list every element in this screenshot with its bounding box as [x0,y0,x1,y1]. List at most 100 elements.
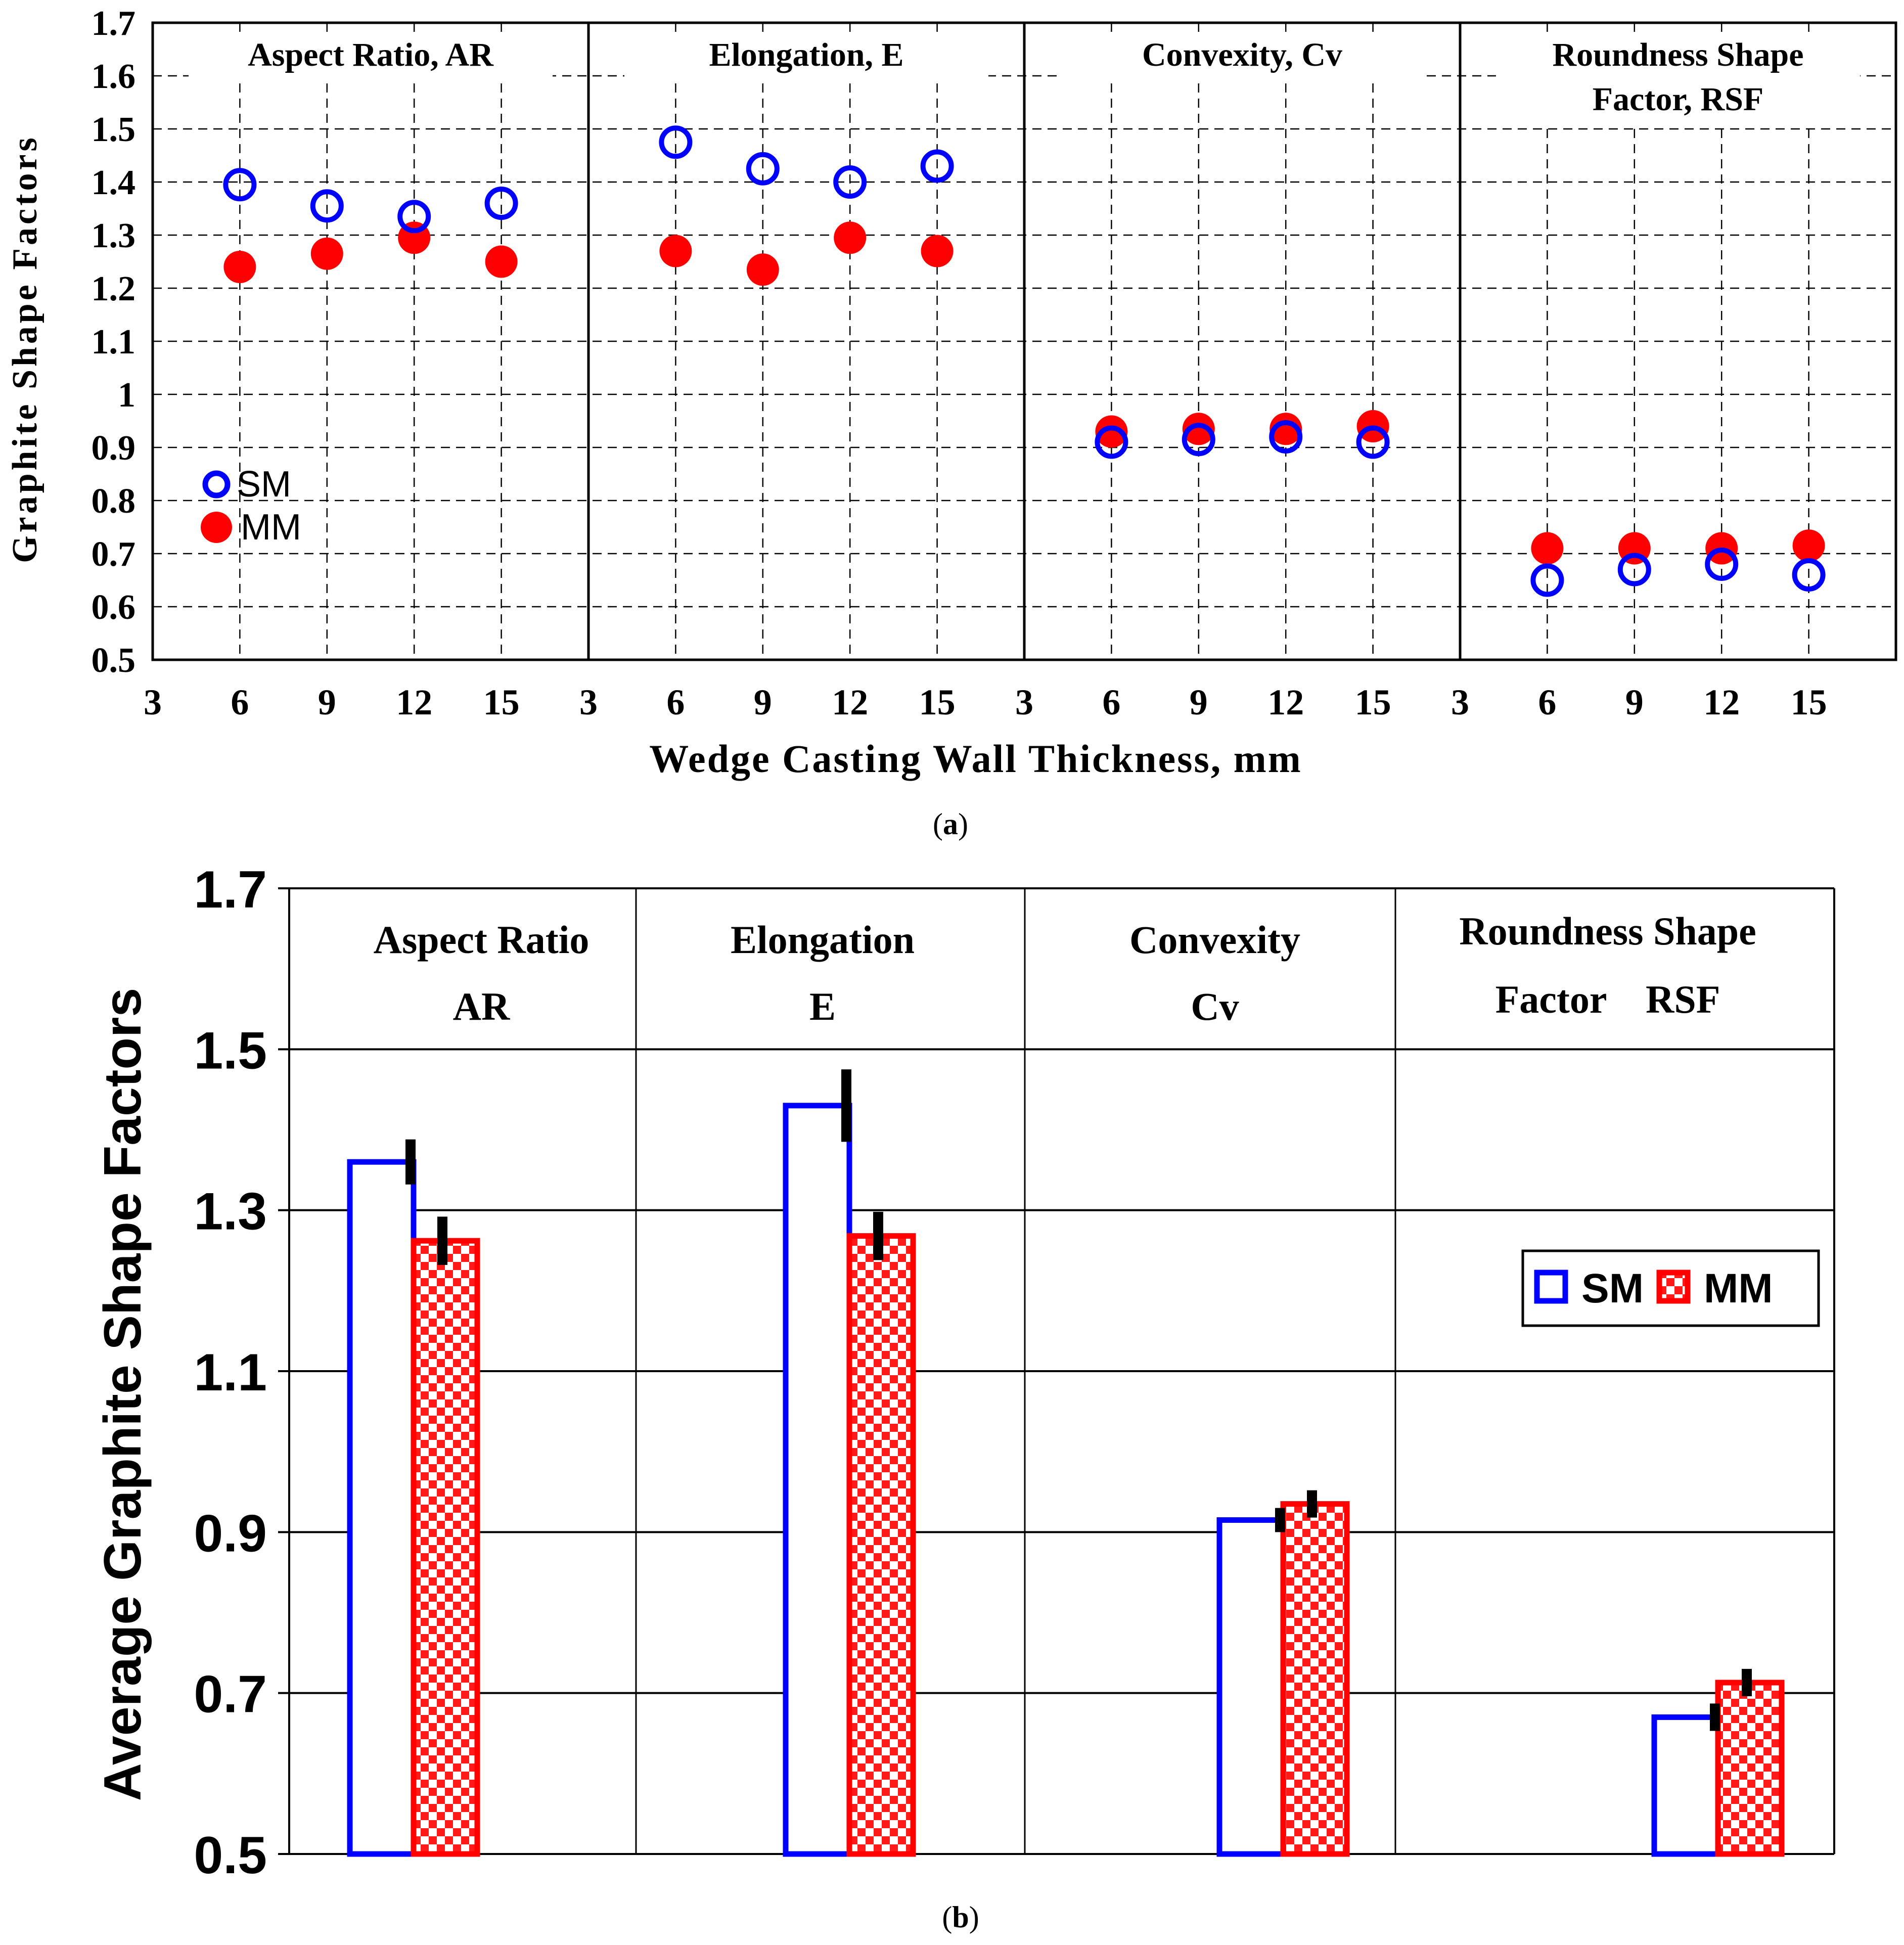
x-tick-label: 3 [1015,682,1033,722]
x-tick-label: 3 [579,682,598,722]
category-label-line-2: Factor RSF [1495,977,1720,1021]
panel-b-y-axis-label: Average Graphite Shape Factors [94,988,152,1801]
x-tick-label: 9 [754,682,772,722]
sm-data-point [1530,563,1564,597]
legend-sm-swatch [1534,1270,1568,1304]
sm-bar [347,1159,417,1857]
facet-title: Elongation, E [709,36,903,73]
sm-bar [1651,1714,1721,1857]
x-tick-label: 3 [1451,682,1469,722]
sm-data-point [1182,423,1215,457]
panel-b-category-dividers [635,888,1396,1854]
panel-a-x-axis-label: Wedge Casting Wall Thickness, mm [649,737,1302,781]
facet-title-text: Elongation, E [709,36,903,73]
panel-b-bars [347,1103,1785,1857]
mm-data-point [1095,415,1128,448]
sm-data-point [397,200,431,234]
x-tick-label: 15 [1791,682,1827,722]
legend-sm-label: SM [1581,1265,1644,1311]
sm-data-point [484,187,518,220]
sm-bar [783,1103,852,1857]
mm-bar [846,1233,916,1857]
facet-title-background [189,33,553,82]
panel-a-caption: (a) [933,807,968,841]
mm-data-point [1792,529,1825,562]
sm-data-point [1095,425,1128,459]
sm-data-point [833,165,867,199]
sm-data-point [746,152,780,186]
x-tick-label: 6 [666,682,685,722]
category-label-line-1: Convexity [1129,918,1300,962]
category-label-line-2: E [809,984,836,1028]
facet-title-text: Aspect Ratio, AR [248,36,494,73]
sm-data-point [223,168,257,202]
x-tick-label: 12 [1703,682,1740,722]
facet-title-background [1496,33,1860,127]
x-tick-label: 15 [1355,682,1391,722]
panel-b-caption: (b) [942,1901,979,1934]
panel-a-data-points [223,125,1826,597]
legend-sm-label: SM [237,464,291,505]
y-tick-label: 1.2 [92,269,136,308]
y-tick-label: 1.4 [92,163,136,202]
sm-data-point [1792,558,1826,592]
panel-b-legend-box [1521,1249,1820,1327]
y-tick-label: 0.9 [194,1504,267,1563]
y-tick-label: 0.7 [194,1665,267,1724]
panel-a-facet-titles: Aspect Ratio, AR Elongation, E Convexity, … [189,33,1860,127]
x-tick-label: 3 [144,682,162,722]
y-tick-label: 1 [118,376,135,415]
legend-mm-label: MM [1704,1265,1773,1311]
y-tick-label: 0.8 [92,482,136,521]
mm-data-point [310,237,343,270]
category-label-line-1: Aspect Ratio [374,918,590,962]
category-label-line-2: Cv [1191,984,1239,1028]
y-tick-label: 1.1 [92,323,136,361]
legend-mm-label: MM [241,507,301,548]
legend-mm-swatch [1656,1270,1691,1304]
mm-data-point [834,221,867,254]
y-tick-label: 1.5 [92,110,136,149]
y-tick-label: 1.7 [92,4,136,43]
panel-a-y-axis-label: Graphite Shape Factors [6,134,44,563]
facet-title: Factor, RSF [1593,81,1764,118]
facet-title-text: Roundness Shape [1552,36,1803,73]
x-tick-label: 15 [919,682,956,722]
y-tick-label: 1.7 [194,861,267,919]
panel-a-chart: Aspect Ratio, AR Elongation, E Convexity, … [6,4,1897,841]
legend-mm-marker [201,512,232,543]
panel-b-category-labels: Aspect Ratio AR Elongation E Convexity Cv Roun… [374,909,1756,1028]
facet-title-background [1060,33,1424,82]
sm-data-point [1617,553,1651,586]
mm-bar [1715,1680,1785,1857]
facet-title-text: Factor, RSF [1593,81,1764,118]
facet-title-background [624,33,988,82]
mm-data-point [485,245,518,278]
y-tick-label: 0.6 [92,588,136,627]
mm-data-point [746,253,779,286]
y-tick-label: 1.6 [92,57,136,96]
y-tick-label: 1.3 [194,1183,267,1241]
panel-a-facet-dividers [587,23,1462,660]
sm-data-point [310,189,344,223]
facet-title: Aspect Ratio, AR [248,36,494,73]
x-tick-label: 6 [1102,682,1120,722]
panel-b-gridlines [278,887,1835,1855]
y-tick-label: 0.7 [92,535,136,574]
sm-data-point [1269,420,1303,454]
x-tick-label: 6 [1538,682,1556,722]
facet-title: Convexity, Cv [1142,36,1342,73]
panel-b-y-tick-labels: 0.5 0.7 0.9 1.1 1.3 1.5 1.7 [194,861,267,1885]
sm-data-point [1705,548,1739,581]
facet-title-text: Convexity, Cv [1142,36,1342,73]
sm-data-point [1356,425,1390,459]
y-tick-label: 1.5 [194,1021,267,1080]
panel-a-x-tick-labels: 3 6 9 12 15 3 6 9 12 15 3 6 9 12 15 3 6 9 12 15 [144,682,1827,722]
y-tick-label: 0.9 [92,429,136,468]
x-tick-label: 9 [1625,682,1644,722]
panel-b-legend: SM MM [1521,1249,1820,1327]
category-label-line-1: Elongation [731,918,915,962]
mm-bar [1280,1501,1350,1857]
mm-data-point [921,235,954,267]
sm-bar [1216,1517,1286,1857]
